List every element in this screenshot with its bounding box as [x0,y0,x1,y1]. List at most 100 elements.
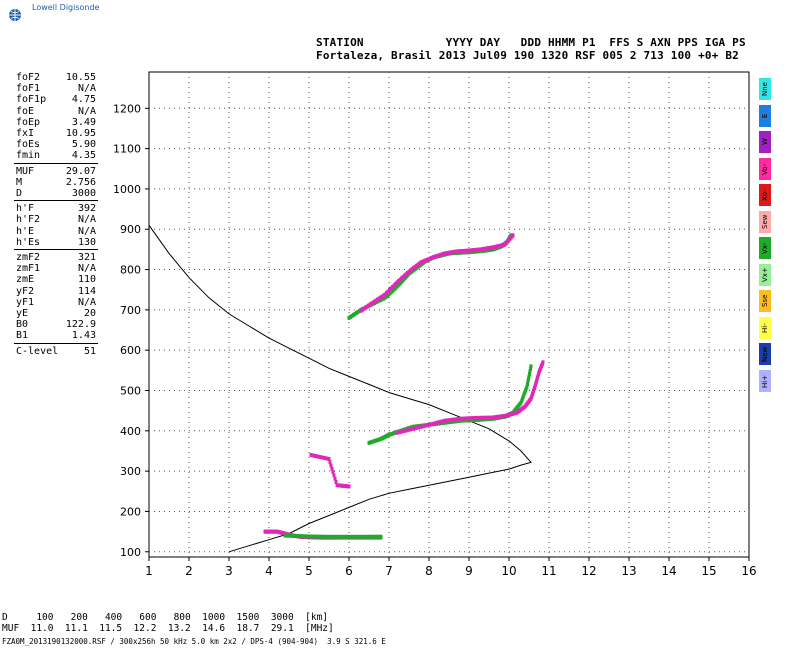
trace-point [485,415,489,420]
param-name: C-level [16,345,59,357]
param-separator [14,249,98,250]
x-tick-label: 12 [581,564,596,578]
trace-point [421,424,425,429]
trace-point [286,533,290,538]
trace-point [413,426,417,431]
param-separator [14,162,98,164]
trace-point [437,420,441,425]
trace-point [315,534,318,539]
x-tick-label: 9 [465,564,473,578]
param-name: foEp [16,116,41,128]
trace-point [312,534,316,539]
distance-row: D 100 200 400 600 800 1000 1500 3000 [km… [2,612,329,623]
trace-point [322,534,326,539]
trace-point [395,430,399,435]
ionogram-chart: 100200300400500600700800900100011001200 … [113,71,757,578]
profile-curve [148,224,532,553]
param-value: 5.90 [71,139,96,151]
y-tick-label: 1000 [113,183,141,196]
y-tick-label: 800 [120,264,141,277]
legend-item: Vx+ [759,263,771,286]
trace-point [449,418,453,422]
x-tick-label: 6 [345,564,353,578]
legend-item: Hi- [759,316,771,339]
param-separator [14,342,98,344]
param-name: foEs [16,139,41,151]
trace-point [511,233,515,238]
trace-point [360,534,363,539]
trace-point [311,453,315,458]
muf-row: MUF 11.0 11.1 11.5 12.2 13.2 14.6 18.7 2… [2,623,334,634]
trace-point [527,374,531,379]
x-tick-label: 5 [305,564,313,578]
trace-point [479,415,483,420]
trace-point [453,417,457,422]
trace-point [352,534,356,539]
lowell-logo: Lowell Digisonde [8,2,118,26]
trace-point [310,534,313,539]
trace-point [529,364,533,369]
x-tick-label: 16 [741,564,756,578]
trace-point [409,427,413,432]
trace-point [295,534,299,538]
trace-point [461,416,465,421]
trace-point [347,484,351,489]
trace-point [323,456,326,460]
trace-point [521,396,524,401]
param-value: 29.07 [65,165,96,177]
logo-text: Lowell Digisonde [32,3,100,12]
trace-point [403,428,407,433]
trace-point [332,534,336,539]
y-tick-label: 700 [120,304,141,317]
legend-item: Vx- [759,237,771,259]
trace-point [335,534,338,539]
trace-point [357,534,361,539]
trace-point [340,534,343,539]
param-name: B1 [16,330,29,342]
trace-point [423,423,427,428]
trace-point [329,463,333,468]
trace-point [318,455,322,459]
param-value: 4.35 [71,150,96,162]
trace-point [425,423,429,428]
trace-point [526,381,529,386]
trace-point [283,533,287,538]
y-axis-ticks: 100 200 300 400 500 600 700 800 900 1000 1100 1200 [113,102,149,559]
trace-point [465,416,469,421]
param-name: yF1 [16,296,35,308]
y-tick-label: 400 [120,425,141,438]
trace-point [320,534,323,539]
x-tick-label: 11 [541,564,556,578]
trace-point [469,416,473,421]
y-tick-label: 100 [120,546,141,559]
trace-point [411,426,415,431]
trace-point [443,418,447,423]
trace-point [345,534,348,539]
trace-point [483,415,487,420]
x-tick-label: 8 [425,564,433,578]
legend-item: E [759,104,771,127]
trace-point [350,534,353,539]
y-tick-label: 1100 [113,143,141,156]
param-separator [14,200,98,202]
trace-point [325,534,328,539]
x-axis-ticks: 1 2 3 4 5 6 7 8 9 10 11 12 13 14 15 16 [145,557,757,578]
x-tick-label: 3 [225,564,233,578]
param-name: foF1p [16,94,47,106]
trace-point [298,534,302,539]
trace-point [529,366,532,371]
echo-traces [263,233,545,540]
trace-point [399,429,403,434]
trace-point [417,425,421,430]
y-tick-label: 1200 [113,102,141,115]
legend-item: Hi+ [759,369,771,392]
param-value: 114 [77,285,96,297]
trace-point [435,420,439,425]
param-value: 130 [77,236,96,248]
trace-point [487,415,491,420]
trace-point [304,534,308,539]
param-value: 122.9 [65,319,96,331]
param-name: yF2 [16,285,35,297]
trace-point [445,418,449,423]
trace-point [471,416,475,421]
